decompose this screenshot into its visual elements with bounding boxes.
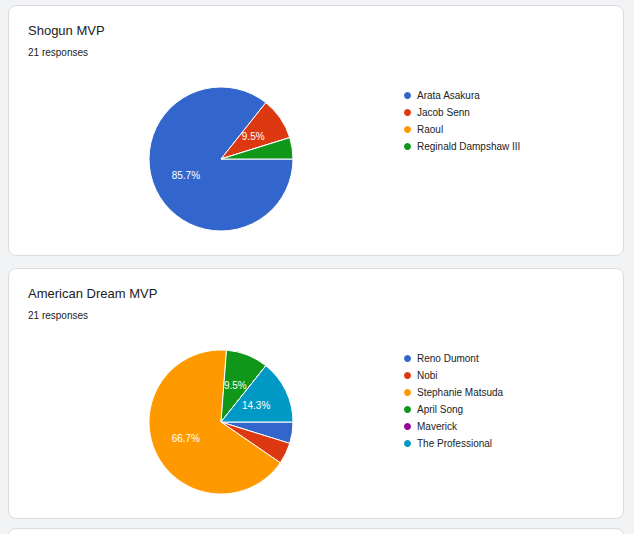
svg-text:14.3%: 14.3%	[242, 400, 270, 411]
svg-text:Jacob Senn: Jacob Senn	[417, 107, 470, 118]
svg-text:Stephanie Matsuda: Stephanie Matsuda	[417, 387, 504, 398]
html-text:21 responses: 21 responses	[28, 47, 88, 58]
svg-text:Reginald Dampshaw III: Reginald Dampshaw III	[417, 141, 520, 152]
svg-text:The Professional: The Professional	[417, 438, 492, 449]
svg-text:Reno Dumont: Reno Dumont	[417, 353, 479, 364]
svg-text:9.5%: 9.5%	[224, 380, 247, 391]
html-text:21 responses: 21 responses	[28, 310, 88, 321]
svg-text:Arata Asakura: Arata Asakura	[417, 90, 480, 101]
svg-text:Nobi: Nobi	[417, 370, 438, 381]
svg-text:Raoul: Raoul	[417, 124, 443, 135]
html-text:American Dream MVP: American Dream MVP	[28, 286, 158, 301]
svg-text:Maverick: Maverick	[417, 421, 458, 432]
svg-text:66.7%: 66.7%	[172, 433, 200, 444]
svg-text:April Song: April Song	[417, 404, 463, 415]
svg-text:9.5%: 9.5%	[242, 131, 265, 142]
svg-text:85.7%: 85.7%	[172, 170, 200, 181]
html-text:Shogun MVP: Shogun MVP	[28, 23, 105, 38]
